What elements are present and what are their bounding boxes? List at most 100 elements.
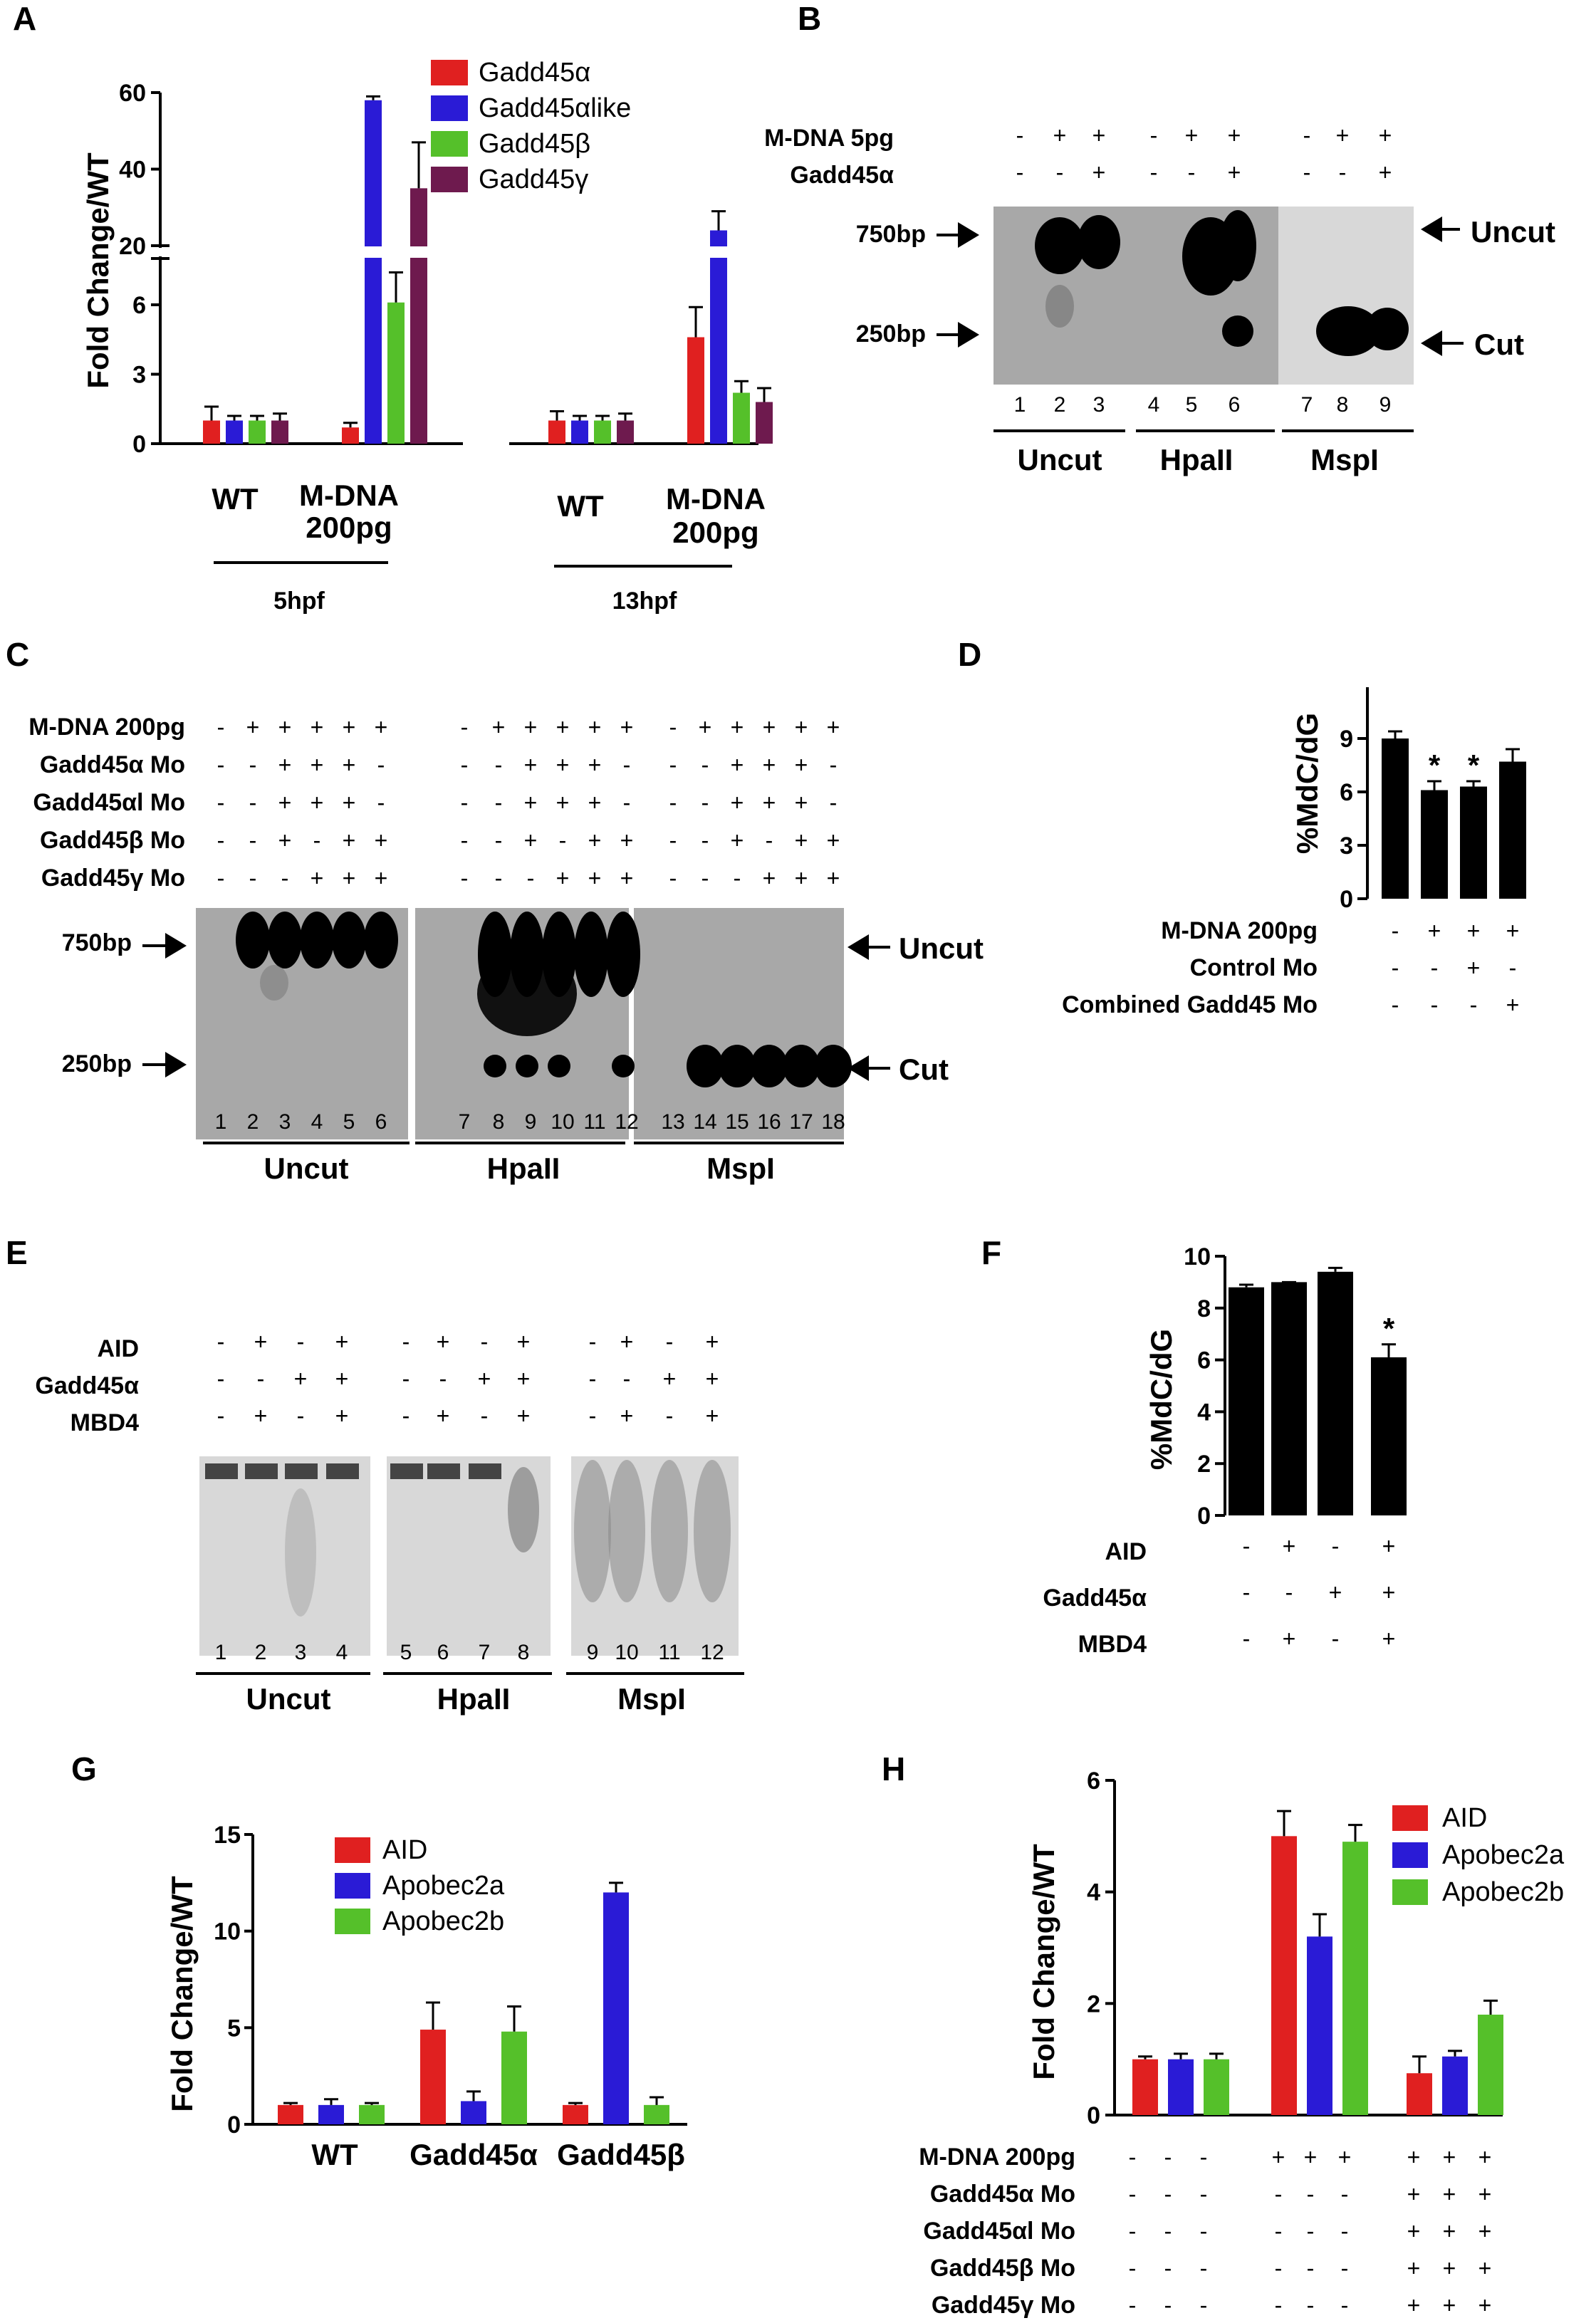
marker-arrow-head xyxy=(958,222,979,248)
panel-d-sign: + xyxy=(1467,918,1481,944)
panel-e-lane-number: 5 xyxy=(400,1641,412,1664)
panel-d-row-label: M-DNA 200pg xyxy=(1161,917,1318,944)
panel-c-sign: + xyxy=(311,865,324,891)
panel-c-lane-number: 8 xyxy=(493,1110,505,1134)
panel-a-bar-break xyxy=(409,246,429,258)
panel-c-smear xyxy=(477,951,577,1036)
panel-e-sign: + xyxy=(335,1329,349,1354)
panel-b-lane-number: 2 xyxy=(1054,393,1066,417)
panel-f-sign: + xyxy=(1382,1626,1396,1651)
panel-c-sign: - xyxy=(313,828,321,853)
panel-d-bar xyxy=(1421,790,1448,899)
panel-a-ytick-label: 6 xyxy=(132,292,146,319)
panel-a-bar-Gadd45β xyxy=(387,302,405,444)
panel-c-lane-number: 11 xyxy=(583,1110,605,1134)
panel-a-bar-Gadd45γ xyxy=(756,402,773,444)
panel-b-band-750 xyxy=(1035,217,1085,274)
panel-c-band-250 xyxy=(687,1045,724,1087)
panel-h-row-label: M-DNA 200pg xyxy=(919,2144,1075,2171)
panel-letter-a: A xyxy=(13,0,36,37)
panel-d-sign: + xyxy=(1467,955,1481,981)
panel-e-sign: - xyxy=(666,1329,674,1354)
panel-c-sign: + xyxy=(827,865,840,891)
panel-h-sign: - xyxy=(1307,2292,1315,2318)
panel-c-sign: - xyxy=(461,828,469,853)
panel-e-lane-number: 6 xyxy=(437,1641,449,1664)
panel-h-sign: + xyxy=(1272,2144,1285,2170)
panel-e-row-label: MBD4 xyxy=(71,1409,139,1436)
panel-f-ytick-label: 0 xyxy=(1197,1503,1211,1530)
panel-c-sign: + xyxy=(588,865,602,891)
panel-d-ytick-label: 0 xyxy=(1340,886,1353,913)
panel-g-bar-Apobec2a xyxy=(461,2101,486,2124)
panel-c-sign: - xyxy=(217,752,225,778)
panel-c-sign: - xyxy=(461,865,469,891)
panel-c-sign: + xyxy=(699,714,712,740)
panel-e-sign: - xyxy=(402,1403,410,1429)
panel-c-sign: - xyxy=(249,752,257,778)
panel-c-sign: + xyxy=(556,790,570,815)
panel-c-lane-number: 18 xyxy=(821,1110,845,1134)
panel-a-bar-Gadd45αlike xyxy=(365,100,382,444)
panel-e-sign: + xyxy=(254,1403,268,1429)
panel-c-lane-number: 16 xyxy=(757,1110,781,1134)
panel-e-sign: + xyxy=(663,1366,677,1392)
panel-e-sign: - xyxy=(439,1366,447,1392)
panel-b-sign: + xyxy=(1092,160,1106,185)
panel-h-sign: + xyxy=(1407,2292,1421,2318)
panel-f-star: * xyxy=(1383,1312,1395,1345)
panel-c-sign: - xyxy=(461,790,469,815)
panel-e-sign: + xyxy=(437,1329,450,1354)
panel-a-legend-swatch xyxy=(431,95,468,121)
panel-h-sign: - xyxy=(1275,2292,1283,2318)
panel-c-sign: - xyxy=(495,865,503,891)
panel-e-band xyxy=(390,1463,423,1479)
panel-a-ytick-label: 3 xyxy=(132,362,146,389)
panel-h-sign: - xyxy=(1164,2181,1172,2207)
panel-e-row-label: AID xyxy=(97,1335,139,1362)
panel-c-sign: + xyxy=(343,752,356,778)
panel-e-sign: - xyxy=(402,1329,410,1354)
panel-a-timepoint: 13hpf xyxy=(612,588,677,615)
panel-letter-c: C xyxy=(6,636,29,673)
panel-h-sign: - xyxy=(1164,2292,1172,2318)
panel-a-ytick-label: 40 xyxy=(119,157,146,184)
panel-a-ylabel: Fold Change/WT xyxy=(81,152,115,389)
panel-letter-g: G xyxy=(71,1750,97,1787)
panel-h-sign: + xyxy=(1407,2181,1421,2207)
panel-h-sign: + xyxy=(1478,2292,1492,2318)
panel-b-lane-number: 1 xyxy=(1014,393,1026,417)
panel-e-sign: + xyxy=(706,1366,719,1392)
panel-b-arrow-cut: Cut xyxy=(1474,328,1524,361)
panel-d-sign: - xyxy=(1509,955,1517,981)
panel-f-row-label: AID xyxy=(1105,1538,1147,1565)
panel-h-bar-Apobec2b xyxy=(1478,2015,1503,2115)
panel-b-sign: - xyxy=(1339,160,1347,185)
panel-a-axis-break xyxy=(150,248,171,256)
panel-d-sign: + xyxy=(1428,918,1441,944)
panel-d-sign: + xyxy=(1506,918,1520,944)
panel-c-sign: + xyxy=(795,828,808,853)
panel-c-sign: - xyxy=(669,752,677,778)
panel-h-bar-Apobec2a xyxy=(1168,2059,1194,2115)
panel-c-sign: + xyxy=(556,865,570,891)
panel-c-marker-750: 750bp xyxy=(62,929,132,956)
panel-e-sign: + xyxy=(478,1366,491,1392)
panel-a-bar-Gadd45γ xyxy=(410,188,427,444)
panel-h-ylabel: Fold Change/WT xyxy=(1027,1844,1060,2080)
panel-b-group-hpaii: HpaII xyxy=(1160,443,1233,476)
panel-c-sign: + xyxy=(524,790,538,815)
panel-e-sign: - xyxy=(666,1403,674,1429)
panel-e-sign: + xyxy=(294,1366,308,1392)
panel-f-sign: - xyxy=(1332,1626,1340,1651)
panel-c-sign: + xyxy=(795,714,808,740)
panel-e-gel-uncut xyxy=(199,1456,370,1656)
panel-h-sign: + xyxy=(1443,2218,1456,2244)
panel-h-bar-AID xyxy=(1132,2059,1158,2115)
panel-b-band-250 xyxy=(1316,306,1380,356)
panel-c-sign: + xyxy=(556,752,570,778)
panel-h-sign: - xyxy=(1307,2181,1315,2207)
panel-f-row-label: MBD4 xyxy=(1078,1631,1147,1658)
panel-b-sign: + xyxy=(1379,160,1392,185)
panel-g-group-label: WT xyxy=(311,2138,358,2171)
